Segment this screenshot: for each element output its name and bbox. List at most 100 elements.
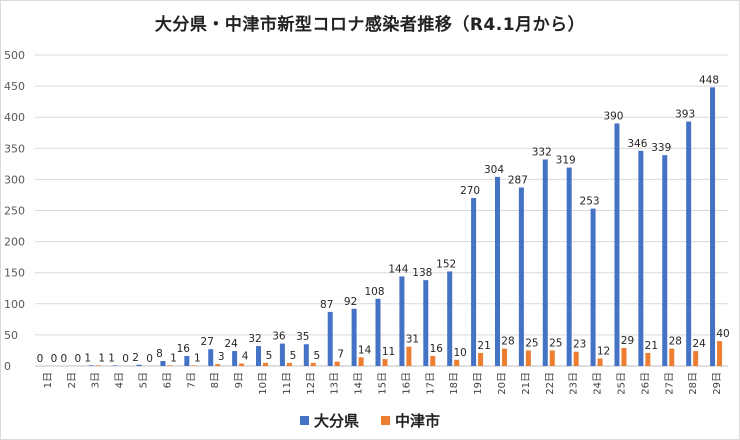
data-label-nakatsu: 0 (122, 353, 129, 365)
data-label-nakatsu: 11 (382, 346, 395, 358)
legend-entry-oita: 大分県 (299, 410, 359, 431)
data-label-oita: 448 (699, 74, 719, 86)
x-tick-label: 2日 (67, 372, 78, 388)
bar-oita (399, 276, 405, 366)
bar-nakatsu (239, 363, 245, 366)
x-tick-label: 14日 (354, 372, 365, 395)
bar-oita (303, 344, 309, 366)
bar-oita (112, 365, 118, 366)
y-tick-label-400: 400 (4, 111, 25, 124)
legend-swatch-oita (299, 416, 309, 425)
bar-oita (423, 280, 429, 366)
data-label-oita: 346 (627, 138, 647, 150)
x-tick-label: 10日 (258, 372, 269, 395)
x-tick-label: 28日 (688, 372, 699, 395)
bar-nakatsu (358, 357, 364, 366)
y-tick-label-350: 350 (4, 142, 25, 155)
data-label-nakatsu: 16 (430, 343, 444, 355)
legend: 大分県 中津市 (0, 410, 740, 431)
data-label-oita: 108 (364, 286, 384, 298)
data-label-oita: 0 (61, 353, 68, 365)
bar-oita (686, 121, 692, 366)
data-label-oita: 270 (460, 185, 480, 197)
bar-oita (566, 167, 572, 366)
legend-label-oita: 大分県 (313, 412, 359, 430)
y-tick-label-150: 150 (4, 267, 25, 280)
data-label-oita: 390 (603, 110, 623, 122)
data-label-oita: 332 (532, 146, 552, 158)
x-tick-label: 15日 (378, 372, 389, 395)
bar-nakatsu (669, 348, 675, 366)
data-label-oita: 253 (580, 196, 600, 208)
x-tick-label: 23日 (569, 372, 580, 395)
data-label-nakatsu: 1 (98, 352, 105, 364)
data-label-nakatsu: 1 (194, 352, 201, 364)
bar-oita (327, 311, 333, 366)
data-label-nakatsu: 12 (597, 346, 610, 358)
y-tick-label-450: 450 (4, 80, 25, 93)
x-tick-label: 21日 (521, 372, 532, 395)
data-label-oita: 152 (436, 258, 456, 270)
bar-nakatsu (95, 365, 101, 366)
x-tick-label: 13日 (330, 372, 341, 395)
bar-oita (136, 364, 142, 366)
x-tick-label: 8日 (210, 372, 221, 388)
data-label-nakatsu: 0 (51, 353, 58, 365)
data-label-nakatsu: 0 (75, 353, 82, 365)
y-tick-label-0: 0 (4, 360, 11, 373)
bar-nakatsu (645, 352, 651, 366)
x-tick-label: 3日 (91, 372, 102, 388)
data-label-nakatsu: 40 (716, 328, 729, 340)
bar-oita (351, 308, 357, 366)
bar-oita (662, 155, 668, 366)
data-label-nakatsu: 4 (242, 351, 249, 363)
data-label-nakatsu: 31 (406, 334, 419, 346)
bar-oita (638, 150, 644, 366)
y-tick-label-250: 250 (4, 205, 25, 218)
data-label-oita: 92 (344, 296, 357, 308)
data-label-oita: 35 (296, 331, 309, 343)
bar-oita (375, 298, 381, 366)
bar-nakatsu (621, 347, 627, 366)
bar-nakatsu (430, 356, 436, 366)
x-tick-label: 5日 (139, 372, 150, 388)
data-label-oita: 8 (156, 348, 163, 360)
x-tick-label: 25日 (616, 372, 627, 395)
data-label-nakatsu: 21 (645, 340, 658, 352)
data-label-oita: 24 (224, 338, 238, 350)
x-tick-label: 18日 (449, 372, 460, 395)
bar-nakatsu (501, 348, 507, 366)
data-label-oita: 339 (651, 142, 671, 154)
bar-oita (208, 349, 214, 366)
bar-oita (518, 187, 524, 366)
data-label-oita: 144 (388, 263, 408, 275)
bar-oita (256, 346, 262, 366)
bar-nakatsu (693, 351, 699, 366)
x-tick-label: 22日 (545, 372, 556, 395)
data-label-oita: 2 (132, 352, 139, 364)
x-tick-label: 11日 (282, 372, 293, 395)
data-label-oita: 1 (84, 352, 91, 364)
data-label-oita: 87 (320, 299, 333, 311)
data-label-nakatsu: 21 (477, 340, 490, 352)
data-label-nakatsu: 28 (501, 336, 514, 348)
y-tick-label-50: 50 (4, 329, 18, 342)
chart-title: 大分県・中津市新型コロナ感染者推移（R4.1月から） (154, 15, 586, 35)
bar-nakatsu (717, 341, 723, 366)
bar-nakatsu (310, 362, 316, 366)
x-tick-label: 20日 (497, 372, 508, 395)
legend-entry-nakatsu: 中津市 (381, 410, 440, 431)
data-label-nakatsu: 3 (218, 351, 225, 363)
bar-nakatsu (334, 361, 340, 366)
data-label-nakatsu: 5 (313, 350, 320, 362)
bar-oita (88, 365, 94, 366)
legend-swatch-nakatsu (381, 416, 390, 425)
x-tick-label: 4日 (115, 372, 126, 388)
y-tick-label-300: 300 (4, 173, 25, 186)
y-tick-label-100: 100 (4, 298, 25, 311)
data-label-oita: 287 (508, 174, 528, 186)
x-tick-label: 19日 (473, 372, 484, 395)
x-tick-label: 6日 (162, 372, 173, 388)
bar-nakatsu (454, 359, 460, 366)
data-label-oita: 304 (484, 164, 504, 176)
